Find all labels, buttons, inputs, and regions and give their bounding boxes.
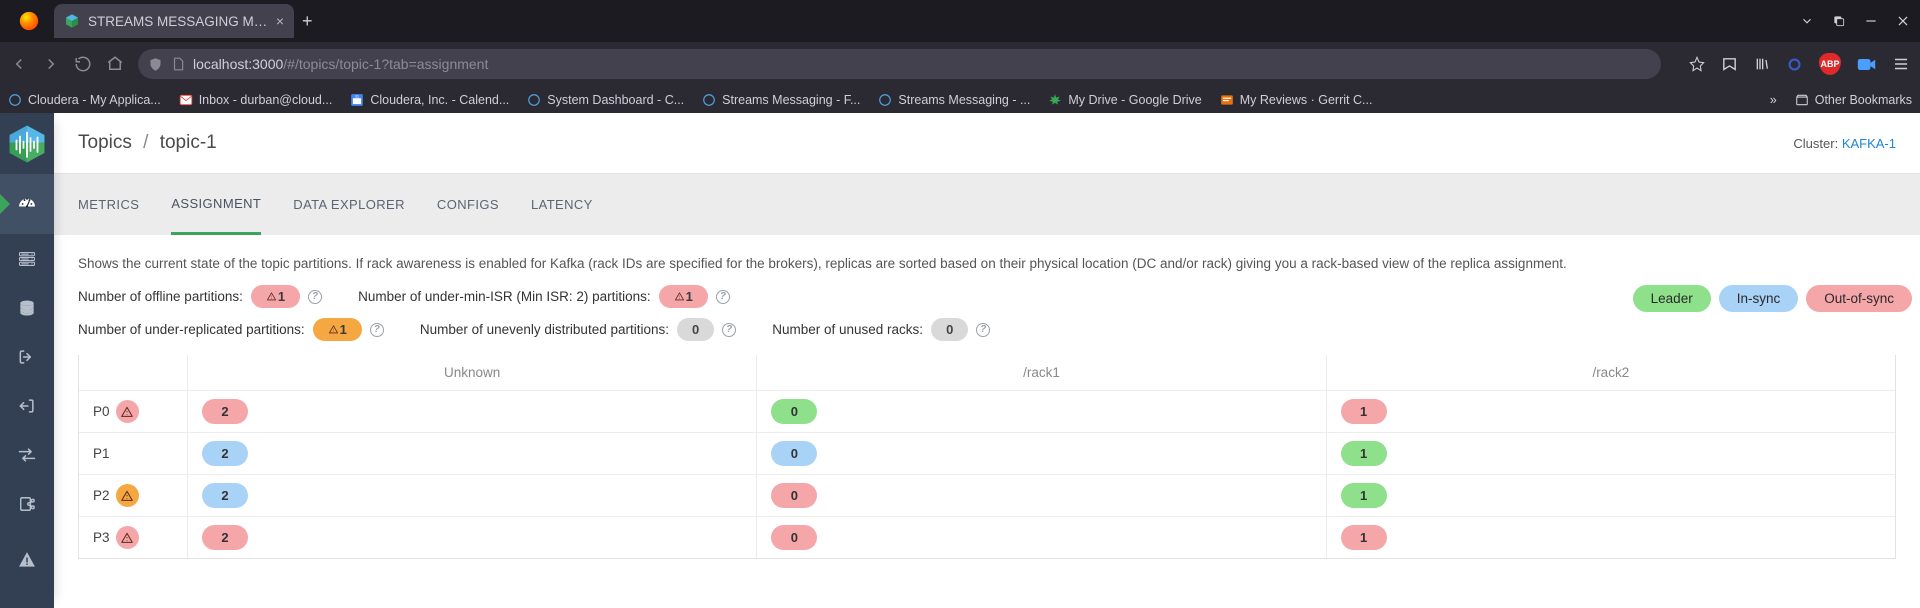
svg-text:31: 31 <box>355 94 359 98</box>
